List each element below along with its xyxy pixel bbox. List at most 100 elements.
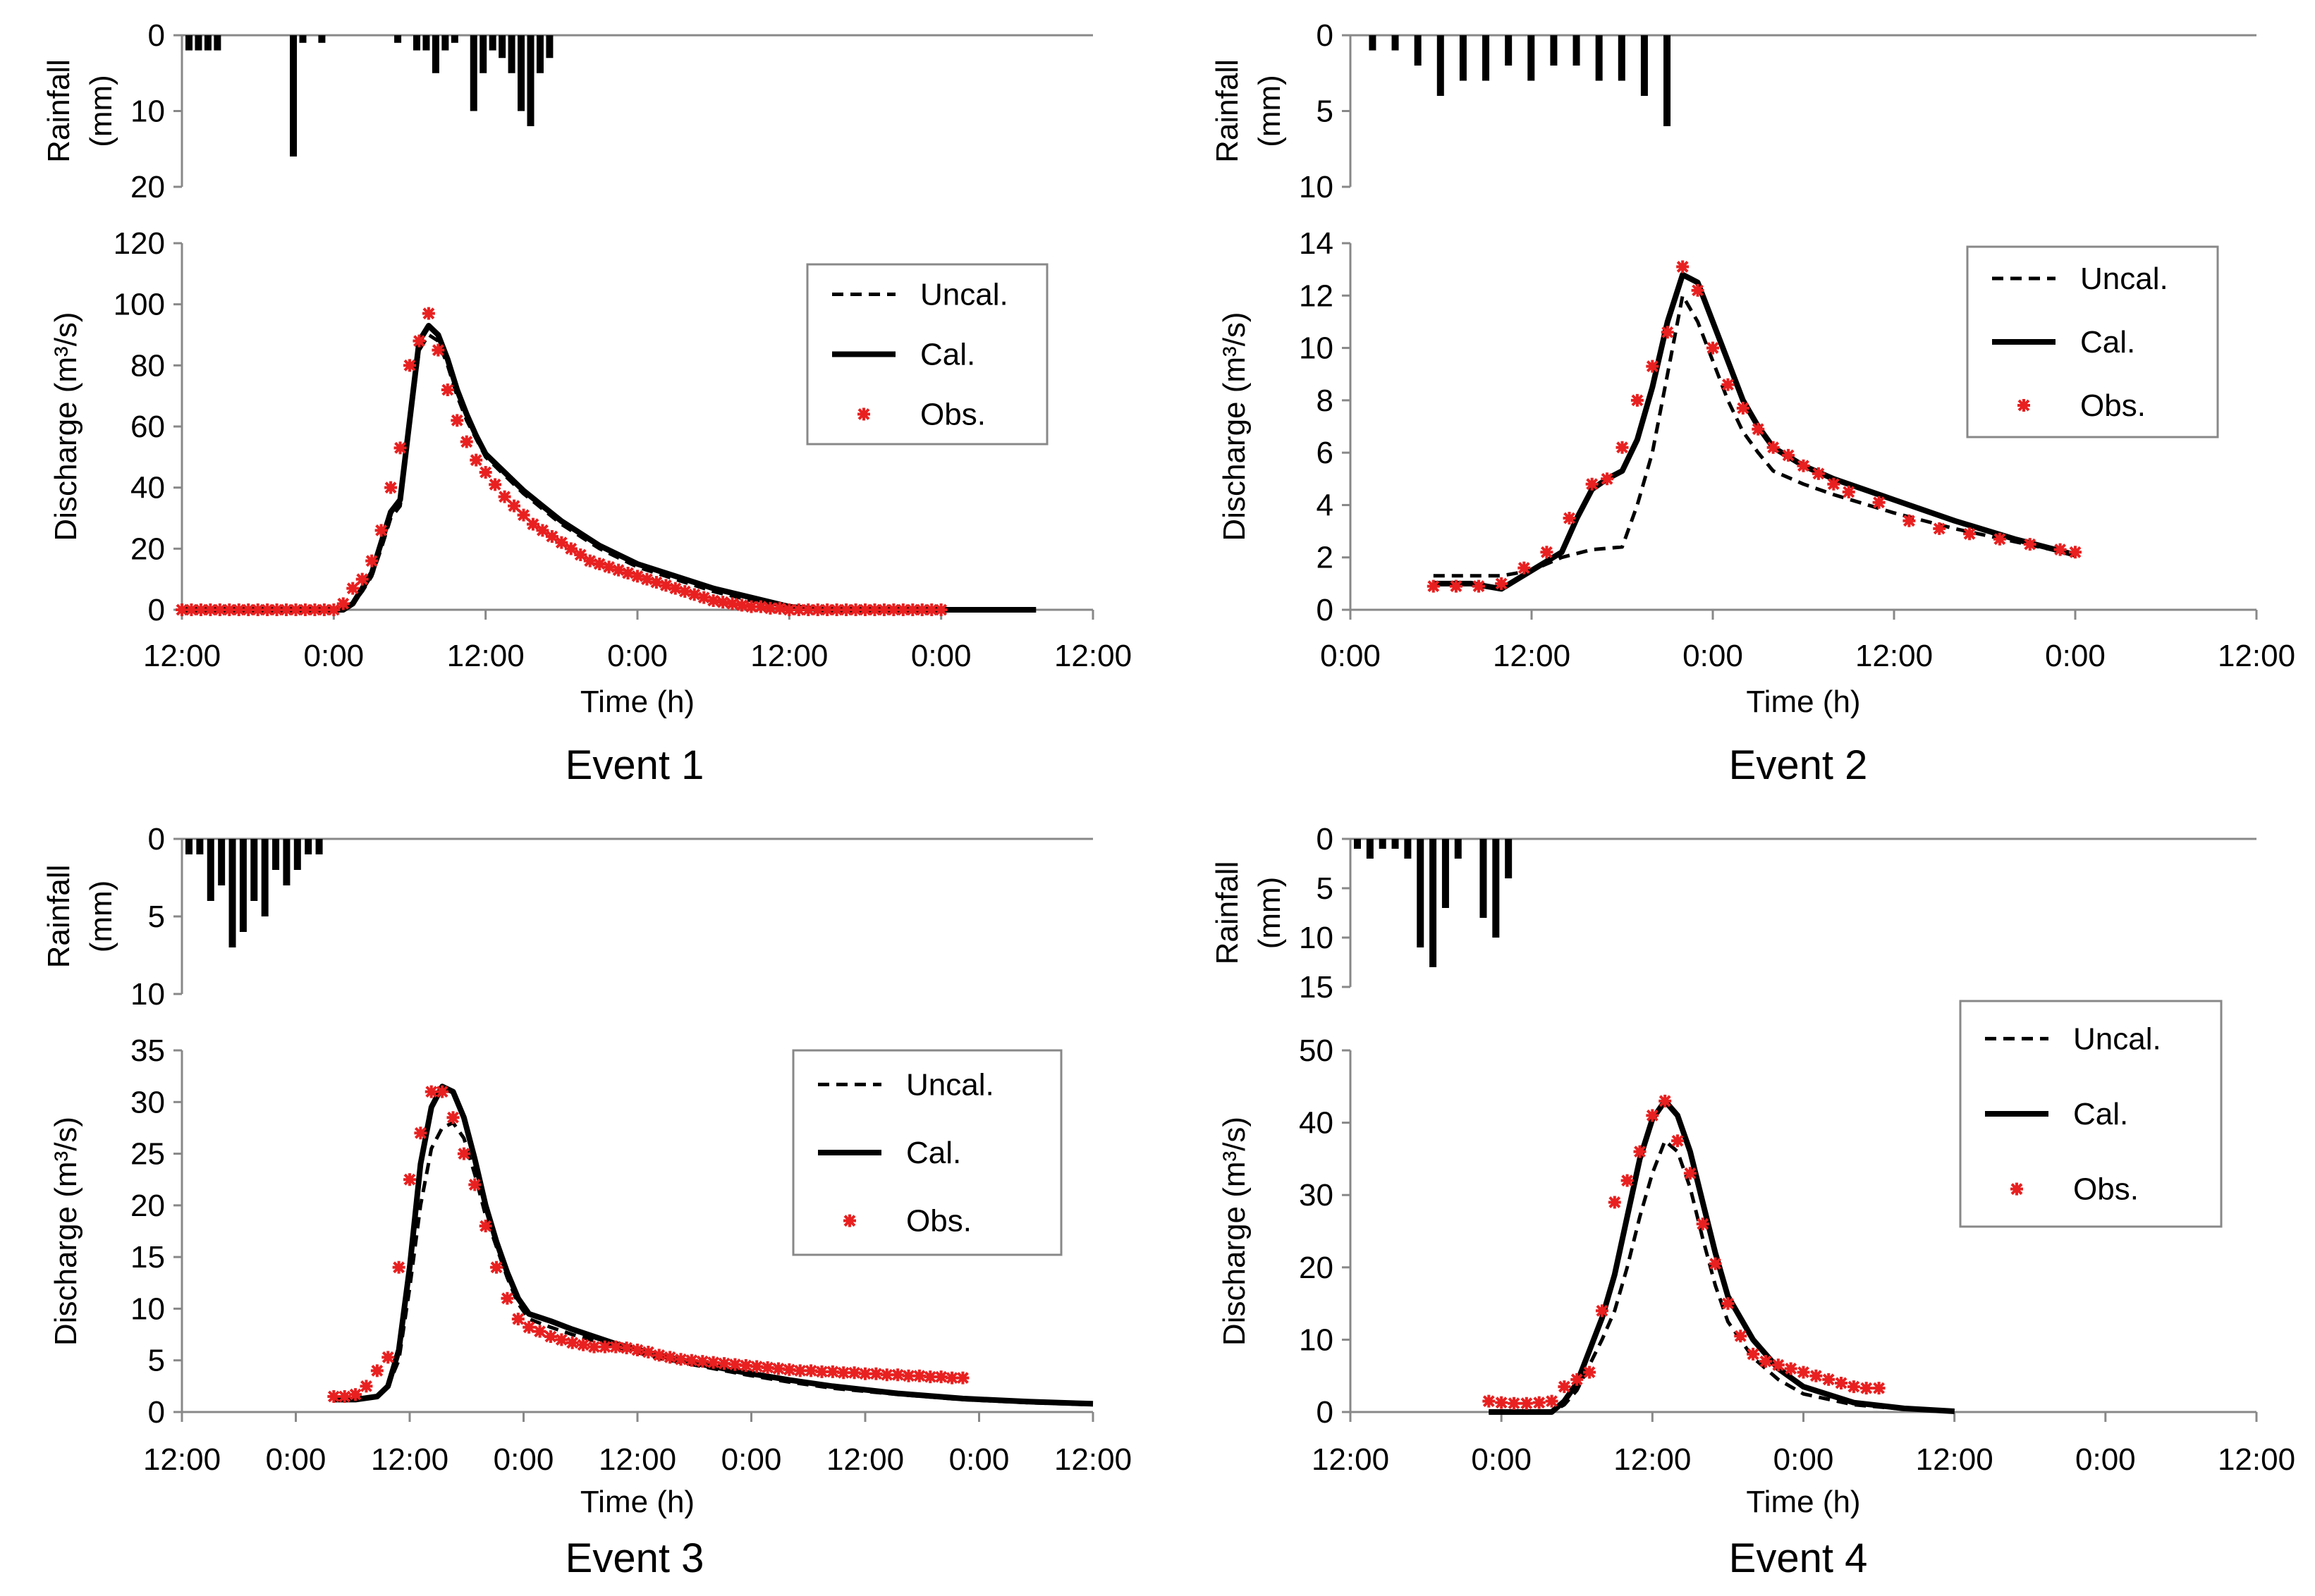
rainfall-bar — [204, 35, 212, 51]
uncalibrated-series-line — [1433, 293, 2076, 578]
legend-entry: Cal. — [2073, 1097, 2128, 1131]
rain-y-tick-label: 5 — [148, 900, 165, 934]
observed-point — [402, 1172, 417, 1188]
rainfall-bar — [261, 839, 269, 916]
rain-y-axis-unit: (mm) — [1252, 75, 1287, 147]
observed-point — [683, 1352, 700, 1368]
legend-entry: Obs. — [920, 398, 986, 432]
observed-point — [575, 1337, 592, 1353]
x-tick-label: 12:00 — [2218, 639, 2295, 673]
observed-point — [749, 1358, 765, 1375]
observed-point — [868, 1365, 884, 1382]
legend-swatch-obs — [856, 406, 872, 422]
observed-point — [573, 547, 589, 563]
observed-point — [857, 1365, 873, 1382]
rainfall-bar — [451, 35, 458, 43]
observed-point — [1735, 400, 1751, 416]
observed-point — [1544, 1393, 1560, 1409]
x-axis-label: Time (h) — [1746, 1485, 1860, 1519]
observed-point — [1659, 324, 1675, 340]
observed-point — [554, 534, 570, 551]
flow-y-tick-label: 80 — [130, 348, 165, 383]
x-tick-label: 12:00 — [1493, 639, 1570, 673]
observed-point — [544, 529, 560, 544]
rain-y-tick-label: 0 — [148, 18, 165, 53]
observed-point — [391, 1259, 407, 1275]
rainfall-bar — [272, 839, 280, 870]
observed-point — [2022, 536, 2038, 553]
rainfall-bar — [1527, 35, 1535, 81]
panel-caption: Event 4 — [1729, 1535, 1868, 1581]
rainfall-bar — [1640, 35, 1648, 96]
chart-panel-3: 0 5 10 Rainfall (mm) 0 5 10 15 20 25 30 35 Discharge … — [42, 822, 1132, 1581]
observed-point — [1657, 1093, 1673, 1109]
rain-y-tick-label: 10 — [1299, 170, 1333, 204]
observed-point — [618, 1340, 635, 1356]
rainfall-bar — [290, 35, 298, 156]
observed-point — [1425, 578, 1441, 594]
observed-point — [1569, 1371, 1585, 1387]
observed-point — [803, 1363, 819, 1379]
rain-y-axis-label: Rainfall — [42, 59, 76, 163]
observed-point — [535, 522, 551, 539]
rain-y-axis-unit: (mm) — [1252, 877, 1287, 950]
observed-point — [770, 1361, 786, 1377]
observed-point — [792, 1363, 808, 1379]
chart-panel-2: 0 5 10 Rainfall (mm) 0 2 4 6 8 10 12 14 Discharge (m³… — [1210, 18, 2295, 788]
observed-point — [521, 1319, 537, 1335]
flow-y-tick-label: 40 — [1299, 1106, 1333, 1141]
rainfall-bar — [1505, 839, 1513, 878]
observed-point — [1594, 1303, 1610, 1319]
observed-point — [423, 1084, 439, 1100]
observed-point — [724, 596, 740, 612]
x-tick-label: 0:00 — [2045, 639, 2106, 673]
legend-entry: Obs. — [2073, 1172, 2139, 1207]
observed-point — [1745, 1346, 1761, 1362]
flow-y-tick-label: 10 — [1299, 331, 1333, 366]
rainfall-bar — [1436, 35, 1444, 96]
rainfall-bar — [195, 35, 202, 51]
rain-y-tick-label: 10 — [130, 977, 165, 1012]
x-tick-label: 12:00 — [826, 1442, 904, 1477]
observed-point — [651, 1347, 667, 1363]
legend-entry: Cal. — [2080, 325, 2135, 360]
observed-point — [2052, 541, 2068, 558]
rainfall-bar — [1379, 839, 1386, 849]
observed-point — [532, 1323, 548, 1339]
rain-y-tick-label: 15 — [1299, 970, 1333, 1005]
observed-point — [716, 1356, 733, 1372]
rain-y-axis-label: Rainfall — [1210, 59, 1245, 163]
observed-point — [1770, 1357, 1786, 1373]
legend-entry: Obs. — [2080, 388, 2146, 423]
observed-point — [348, 1387, 364, 1403]
observed-point — [1783, 1361, 1799, 1377]
x-tick-label: 12:00 — [1855, 639, 1933, 673]
chart-panel-4: 0 5 10 15 Rainfall (mm) 0 10 20 30 40 50 Discharge (… — [1210, 822, 2295, 1581]
flow-y-tick-label: 30 — [130, 1085, 165, 1119]
flow-y-tick-label: 10 — [1299, 1322, 1333, 1357]
rainfall-bar — [1482, 35, 1490, 81]
x-tick-label: 0:00 — [266, 1442, 326, 1477]
panel-caption: Event 2 — [1729, 742, 1868, 788]
rain-y-tick-label: 5 — [1317, 871, 1333, 906]
x-tick-label: 12:00 — [371, 1442, 448, 1477]
observed-point — [1931, 520, 1948, 536]
observed-point — [662, 1349, 678, 1365]
rain-y-tick-label: 10 — [130, 94, 165, 129]
rainfall-bar — [214, 35, 221, 51]
flow-y-tick-label: 0 — [1317, 1395, 1333, 1430]
flow-y-tick-label: 40 — [130, 471, 165, 505]
legend-entry: Uncal. — [2080, 262, 2168, 296]
observed-point — [1518, 1395, 1534, 1411]
observed-point — [1682, 1165, 1698, 1181]
rain-y-tick-label: 0 — [1317, 18, 1333, 53]
observed-point — [542, 1329, 558, 1345]
observed-point — [695, 1353, 711, 1370]
rainfall-bar — [1663, 35, 1671, 126]
observed-point — [1733, 1328, 1749, 1344]
observed-point — [824, 1363, 841, 1380]
observed-point — [1516, 560, 1532, 576]
observed-point — [1614, 439, 1630, 455]
observed-point — [564, 1334, 580, 1351]
